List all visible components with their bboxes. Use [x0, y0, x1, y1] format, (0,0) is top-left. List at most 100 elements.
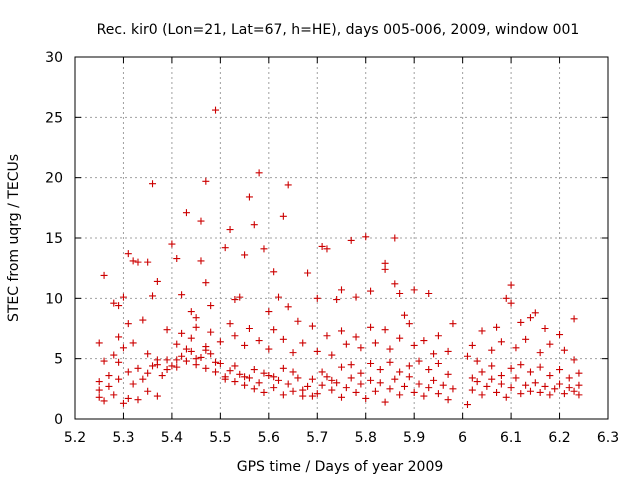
data-point: [575, 381, 583, 389]
data-point: [226, 320, 234, 328]
data-point: [284, 303, 292, 311]
data-point: [250, 221, 258, 229]
data-point: [556, 380, 564, 388]
data-point: [522, 335, 530, 343]
data-point: [110, 391, 118, 399]
data-point: [255, 169, 263, 177]
data-point: [396, 391, 404, 399]
data-point: [328, 386, 336, 394]
data-point: [289, 368, 297, 376]
data-point: [391, 234, 399, 242]
data-point: [95, 339, 103, 347]
data-point: [425, 384, 433, 392]
data-point: [502, 294, 510, 302]
data-point: [376, 366, 384, 374]
data-point: [347, 236, 355, 244]
data-point: [352, 333, 360, 341]
data-point: [289, 387, 297, 395]
data-point: [488, 375, 496, 383]
data-point: [173, 363, 181, 371]
data-point: [187, 308, 195, 316]
data-point: [497, 372, 505, 380]
data-point: [304, 382, 312, 390]
y-tick-label: 0: [54, 412, 63, 428]
data-point: [144, 369, 152, 377]
data-point: [507, 384, 515, 392]
data-point: [105, 382, 113, 390]
data-point: [168, 362, 176, 370]
data-point: [463, 401, 471, 409]
data-point: [400, 311, 408, 319]
data-point: [425, 366, 433, 374]
data-point: [468, 386, 476, 394]
data-point: [226, 367, 234, 375]
data-point: [265, 372, 273, 380]
data-point: [260, 245, 268, 253]
data-point: [124, 368, 132, 376]
data-point: [144, 350, 152, 358]
data-point: [178, 352, 186, 360]
data-point: [173, 255, 181, 263]
data-point: [517, 361, 525, 369]
data-point: [216, 338, 224, 346]
data-point: [270, 373, 278, 381]
data-point: [115, 375, 123, 383]
data-point: [468, 374, 476, 382]
data-point: [192, 314, 200, 322]
x-tick-label: 5.9: [403, 430, 425, 446]
data-point: [551, 385, 559, 393]
x-tick-label: 5.5: [209, 430, 231, 446]
data-point: [541, 325, 549, 332]
data-point: [245, 193, 253, 201]
data-point: [212, 106, 220, 114]
data-point: [95, 378, 103, 386]
data-point: [381, 398, 389, 406]
data-point: [207, 350, 215, 358]
data-point: [212, 358, 220, 366]
data-point: [556, 366, 564, 374]
data-point: [323, 373, 331, 381]
data-point: [381, 259, 389, 267]
data-point: [449, 385, 457, 393]
data-point: [323, 332, 331, 340]
data-point: [444, 396, 452, 404]
data-point: [386, 358, 394, 366]
data-point: [100, 397, 108, 405]
data-point: [144, 258, 152, 266]
data-point: [163, 356, 171, 364]
data-point: [367, 359, 375, 367]
data-point: [100, 357, 108, 365]
data-point: [483, 382, 491, 390]
data-point: [357, 344, 365, 352]
data-point: [279, 364, 287, 372]
data-point: [410, 388, 418, 396]
data-point: [241, 341, 249, 349]
data-point: [289, 349, 297, 357]
data-point: [275, 293, 283, 301]
data-point: [342, 340, 350, 348]
data-point: [575, 369, 583, 377]
data-point: [565, 374, 573, 382]
data-point: [473, 357, 481, 365]
data-point: [265, 308, 273, 316]
data-point: [570, 387, 578, 395]
data-point: [318, 381, 326, 389]
data-point: [415, 357, 423, 365]
data-point: [362, 394, 370, 402]
x-tick-labels: 5.2 5.3 5.4 5.5 5.6 5.7 5.8 5.9 6 6.1 6.2 6.3: [64, 430, 619, 446]
data-point: [197, 217, 205, 225]
data-point: [400, 382, 408, 390]
data-point: [139, 316, 147, 324]
data-point: [502, 393, 510, 401]
data-point: [541, 382, 549, 390]
data-point: [381, 265, 389, 273]
data-point: [371, 339, 379, 347]
data-point: [182, 357, 190, 365]
data-point: [347, 361, 355, 369]
data-point: [517, 390, 525, 398]
data-point: [115, 358, 123, 366]
x-tick-label: 5.8: [355, 430, 377, 446]
data-point: [105, 372, 113, 380]
data-point: [202, 346, 210, 354]
x-axis-title: GPS time / Days of year 2009: [237, 459, 444, 475]
